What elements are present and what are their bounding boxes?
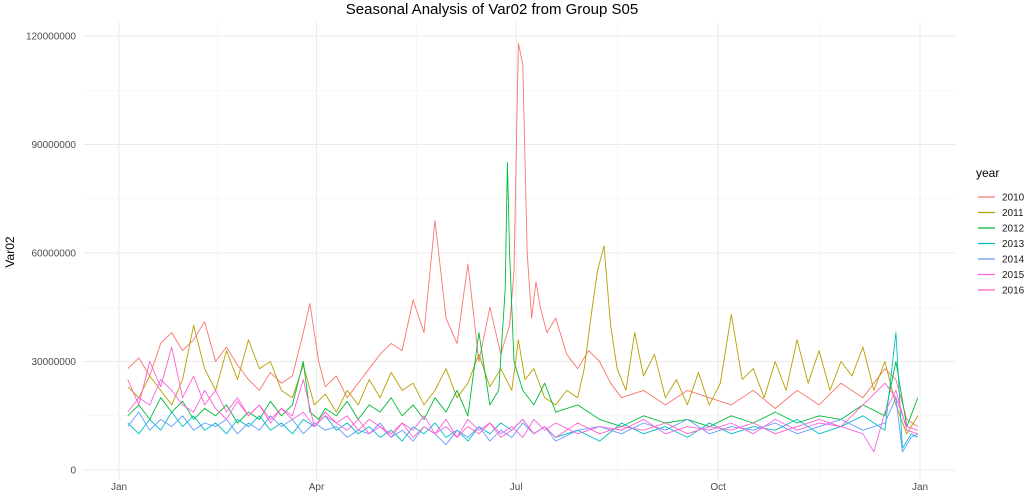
y-tick-labels: 0 30000000 60000000 90000000 120000000 xyxy=(26,32,77,477)
series-line-2012 xyxy=(127,162,919,428)
y-tick-label: 120000000 xyxy=(26,32,76,43)
grid xyxy=(84,22,955,480)
x-tick-label: Oct xyxy=(710,482,726,493)
x-tick-label: Apr xyxy=(309,482,325,493)
y-axis-title: Var02 xyxy=(3,236,17,267)
legend-title: year xyxy=(976,166,999,180)
legend-label-2011: 2011 xyxy=(1002,208,1024,219)
series-line-2014 xyxy=(127,397,919,453)
series-line-2011 xyxy=(127,245,919,435)
legend-label-2016: 2016 xyxy=(1002,286,1025,297)
legend-label-2012: 2012 xyxy=(1002,224,1025,235)
legend-label-2015: 2015 xyxy=(1002,270,1025,281)
x-tick-label: Jan xyxy=(111,482,127,493)
legend-label-2013: 2013 xyxy=(1002,239,1025,250)
y-tick-label: 60000000 xyxy=(32,249,77,260)
y-tick-label: 90000000 xyxy=(32,140,77,151)
x-tick-label: Jan xyxy=(912,482,928,493)
legend: year 2010 2011 2012 2013 2014 2015 2016 xyxy=(976,166,1025,297)
x-tick-labels: Jan Apr Jul Oct Jan xyxy=(111,482,928,493)
y-tick-label: 30000000 xyxy=(32,357,77,368)
legend-label-2014: 2014 xyxy=(1002,255,1025,266)
y-tick-label: 0 xyxy=(70,466,76,477)
legend-label-2010: 2010 xyxy=(1002,193,1025,204)
x-tick-label: Jul xyxy=(510,482,523,493)
series-line-2010 xyxy=(127,42,919,427)
series-line-2015 xyxy=(127,379,918,453)
chart-title: Seasonal Analysis of Var02 from Group S0… xyxy=(346,1,638,18)
series-group xyxy=(127,42,919,453)
series-line-2016 xyxy=(127,346,918,438)
